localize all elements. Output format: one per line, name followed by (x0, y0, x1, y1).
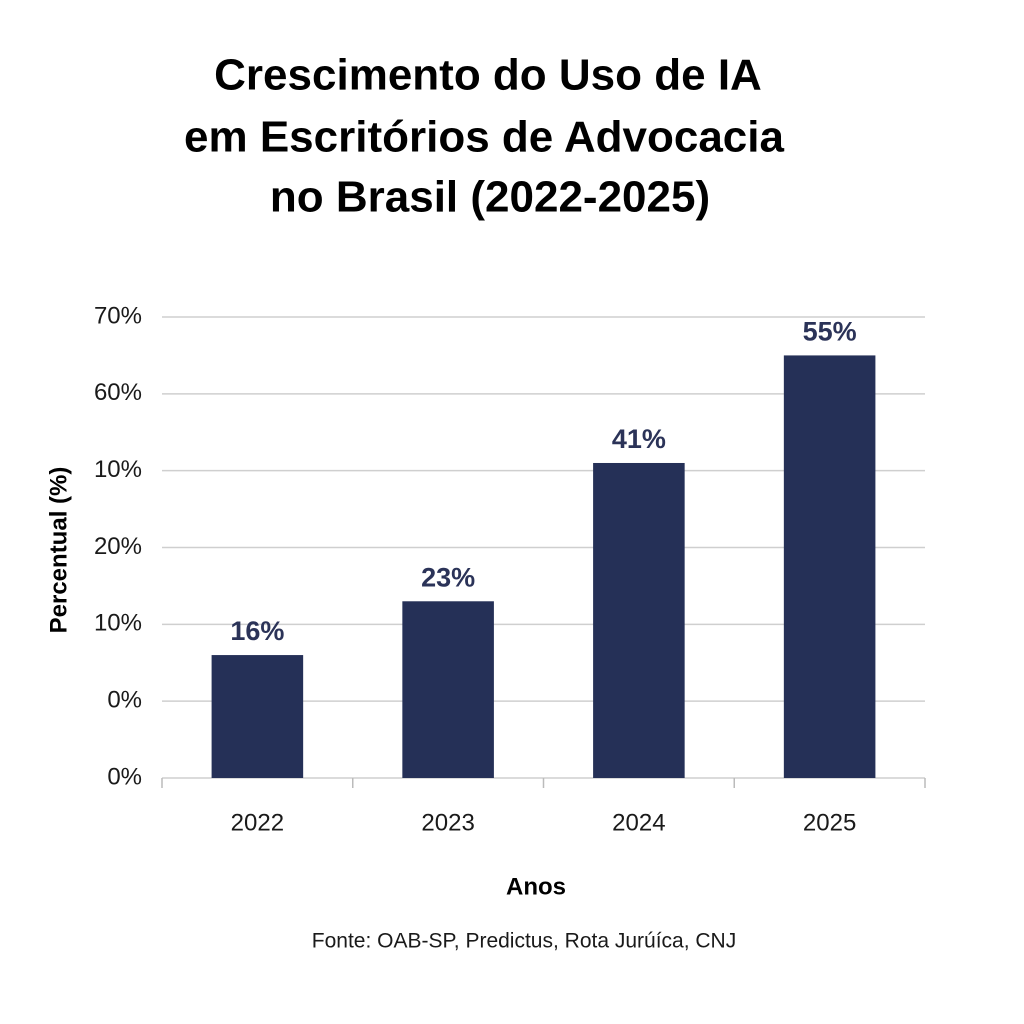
y-tick-label: 10% (94, 456, 142, 483)
bar (783, 355, 876, 778)
x-tick-label: 2022 (231, 809, 284, 836)
x-tick-label: 2024 (612, 809, 665, 836)
y-tick-label: 0% (107, 763, 142, 790)
y-tick-label: 0% (107, 687, 142, 714)
x-tick-label: 2023 (421, 809, 474, 836)
data-label: 41% (612, 424, 666, 454)
y-tick-label: 10% (94, 610, 142, 637)
y-tick-label: 20% (94, 533, 142, 560)
data-label: 23% (421, 562, 475, 592)
chart-title: Crescimento do Uso de IA (214, 51, 762, 100)
bar (593, 462, 685, 778)
bar (402, 601, 494, 778)
x-tick-label: 2025 (803, 809, 856, 836)
y-tick-label: 60% (94, 379, 142, 406)
y-tick-label: 70% (94, 302, 142, 329)
x-axis-label: Anos (506, 873, 566, 900)
source-note: Fonte: OAB-SP, Predictus, Rota Jurúíca, … (312, 930, 736, 953)
y-axis-label: Percentual (%) (45, 467, 72, 634)
chart-title: no Brasil (2022-2025) (270, 173, 710, 222)
data-label: 55% (803, 317, 857, 347)
bar (211, 655, 304, 778)
data-label: 16% (230, 616, 284, 646)
chart-title: em Escritórios de Advocacia (184, 113, 784, 162)
